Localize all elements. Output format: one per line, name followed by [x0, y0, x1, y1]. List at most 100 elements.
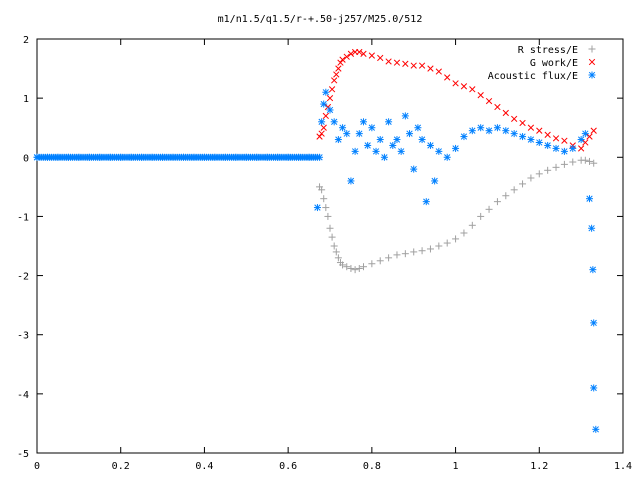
legend-marker	[588, 45, 596, 53]
data-point	[590, 159, 598, 167]
chart-title: m1/n1.5/q1.5/r-+.50-j257/M25.0/512	[218, 14, 423, 25]
data-point	[343, 130, 351, 138]
data-point	[581, 130, 589, 138]
data-point	[326, 224, 334, 232]
data-point	[469, 86, 476, 93]
data-point	[418, 136, 426, 144]
data-point	[418, 62, 426, 69]
data-point	[333, 71, 340, 78]
data-point	[385, 254, 393, 262]
x-tick-label: 0.8	[363, 461, 381, 472]
data-point	[577, 136, 585, 144]
data-point	[339, 56, 346, 63]
data-point	[422, 198, 430, 206]
data-point	[318, 130, 325, 137]
data-point	[502, 127, 510, 135]
data-point	[511, 115, 518, 122]
data-point	[316, 133, 323, 140]
data-point	[328, 233, 336, 241]
data-point	[435, 68, 442, 75]
data-point	[368, 124, 376, 132]
data-point	[477, 212, 485, 220]
data-point	[313, 204, 321, 212]
data-point	[410, 248, 418, 256]
data-point	[426, 245, 434, 253]
data-point	[590, 319, 598, 327]
data-point	[560, 147, 568, 155]
data-point	[590, 127, 597, 134]
data-point	[588, 224, 596, 232]
legend-label: G work/E	[530, 58, 578, 69]
legend-marker	[588, 58, 596, 66]
data-point	[335, 65, 342, 72]
data-point	[401, 250, 409, 258]
data-point	[589, 266, 597, 274]
data-point	[510, 186, 518, 194]
data-point	[592, 425, 600, 433]
data-point	[527, 174, 535, 182]
data-point	[427, 65, 434, 72]
x-tick-label: 0	[34, 461, 40, 472]
data-point	[535, 170, 543, 178]
data-point	[355, 130, 363, 138]
legend-label: R stress/E	[518, 45, 578, 56]
data-point	[468, 127, 476, 135]
data-point	[426, 141, 434, 149]
data-point	[359, 118, 367, 126]
data-point	[519, 119, 526, 127]
data-point	[485, 127, 493, 135]
data-point	[330, 242, 338, 250]
x-tick-label: 1	[453, 461, 459, 472]
series-2	[316, 48, 597, 152]
data-point	[460, 83, 468, 90]
data-point	[510, 130, 518, 138]
data-point	[590, 384, 598, 392]
series-3-outliers	[590, 384, 600, 433]
legend-label: Acoustic flux/E	[488, 71, 578, 82]
data-point	[347, 177, 355, 185]
data-point	[410, 165, 418, 173]
data-point	[414, 124, 422, 132]
data-point	[460, 229, 468, 237]
data-point	[339, 124, 347, 132]
data-point	[368, 260, 376, 268]
data-point	[334, 254, 342, 262]
data-point	[355, 264, 363, 272]
data-marks	[33, 48, 600, 433]
data-point	[494, 103, 501, 111]
data-point	[468, 221, 476, 229]
data-point	[544, 166, 552, 174]
data-point	[334, 136, 342, 144]
data-point	[332, 248, 340, 256]
data-point	[527, 136, 535, 144]
data-point	[326, 94, 334, 102]
data-point	[431, 177, 439, 185]
data-point	[493, 198, 501, 206]
data-point	[519, 133, 527, 141]
data-point	[544, 131, 551, 138]
data-point	[330, 118, 338, 126]
data-point	[406, 130, 414, 138]
data-point	[320, 124, 327, 131]
data-point	[581, 156, 589, 164]
data-point	[347, 50, 355, 57]
axis-ticks: 0 0.2 0.4 0.6 0.8 1 1.2 1.4 2 1 0 -1 -2 -3 -4 -5	[17, 35, 632, 472]
data-point	[322, 88, 330, 96]
data-point	[418, 247, 426, 255]
data-point	[536, 127, 543, 134]
data-point	[552, 163, 560, 171]
data-point	[351, 266, 359, 274]
data-point	[328, 86, 336, 93]
data-point	[502, 109, 509, 117]
data-point	[535, 139, 543, 146]
data-point	[544, 141, 552, 149]
data-point	[393, 136, 401, 144]
data-point	[331, 77, 338, 84]
y-tick-label: -4	[17, 390, 29, 401]
data-point	[477, 124, 485, 132]
y-tick-label: -3	[17, 331, 29, 342]
data-point	[493, 124, 501, 132]
data-point	[435, 147, 443, 155]
data-point	[376, 136, 384, 144]
